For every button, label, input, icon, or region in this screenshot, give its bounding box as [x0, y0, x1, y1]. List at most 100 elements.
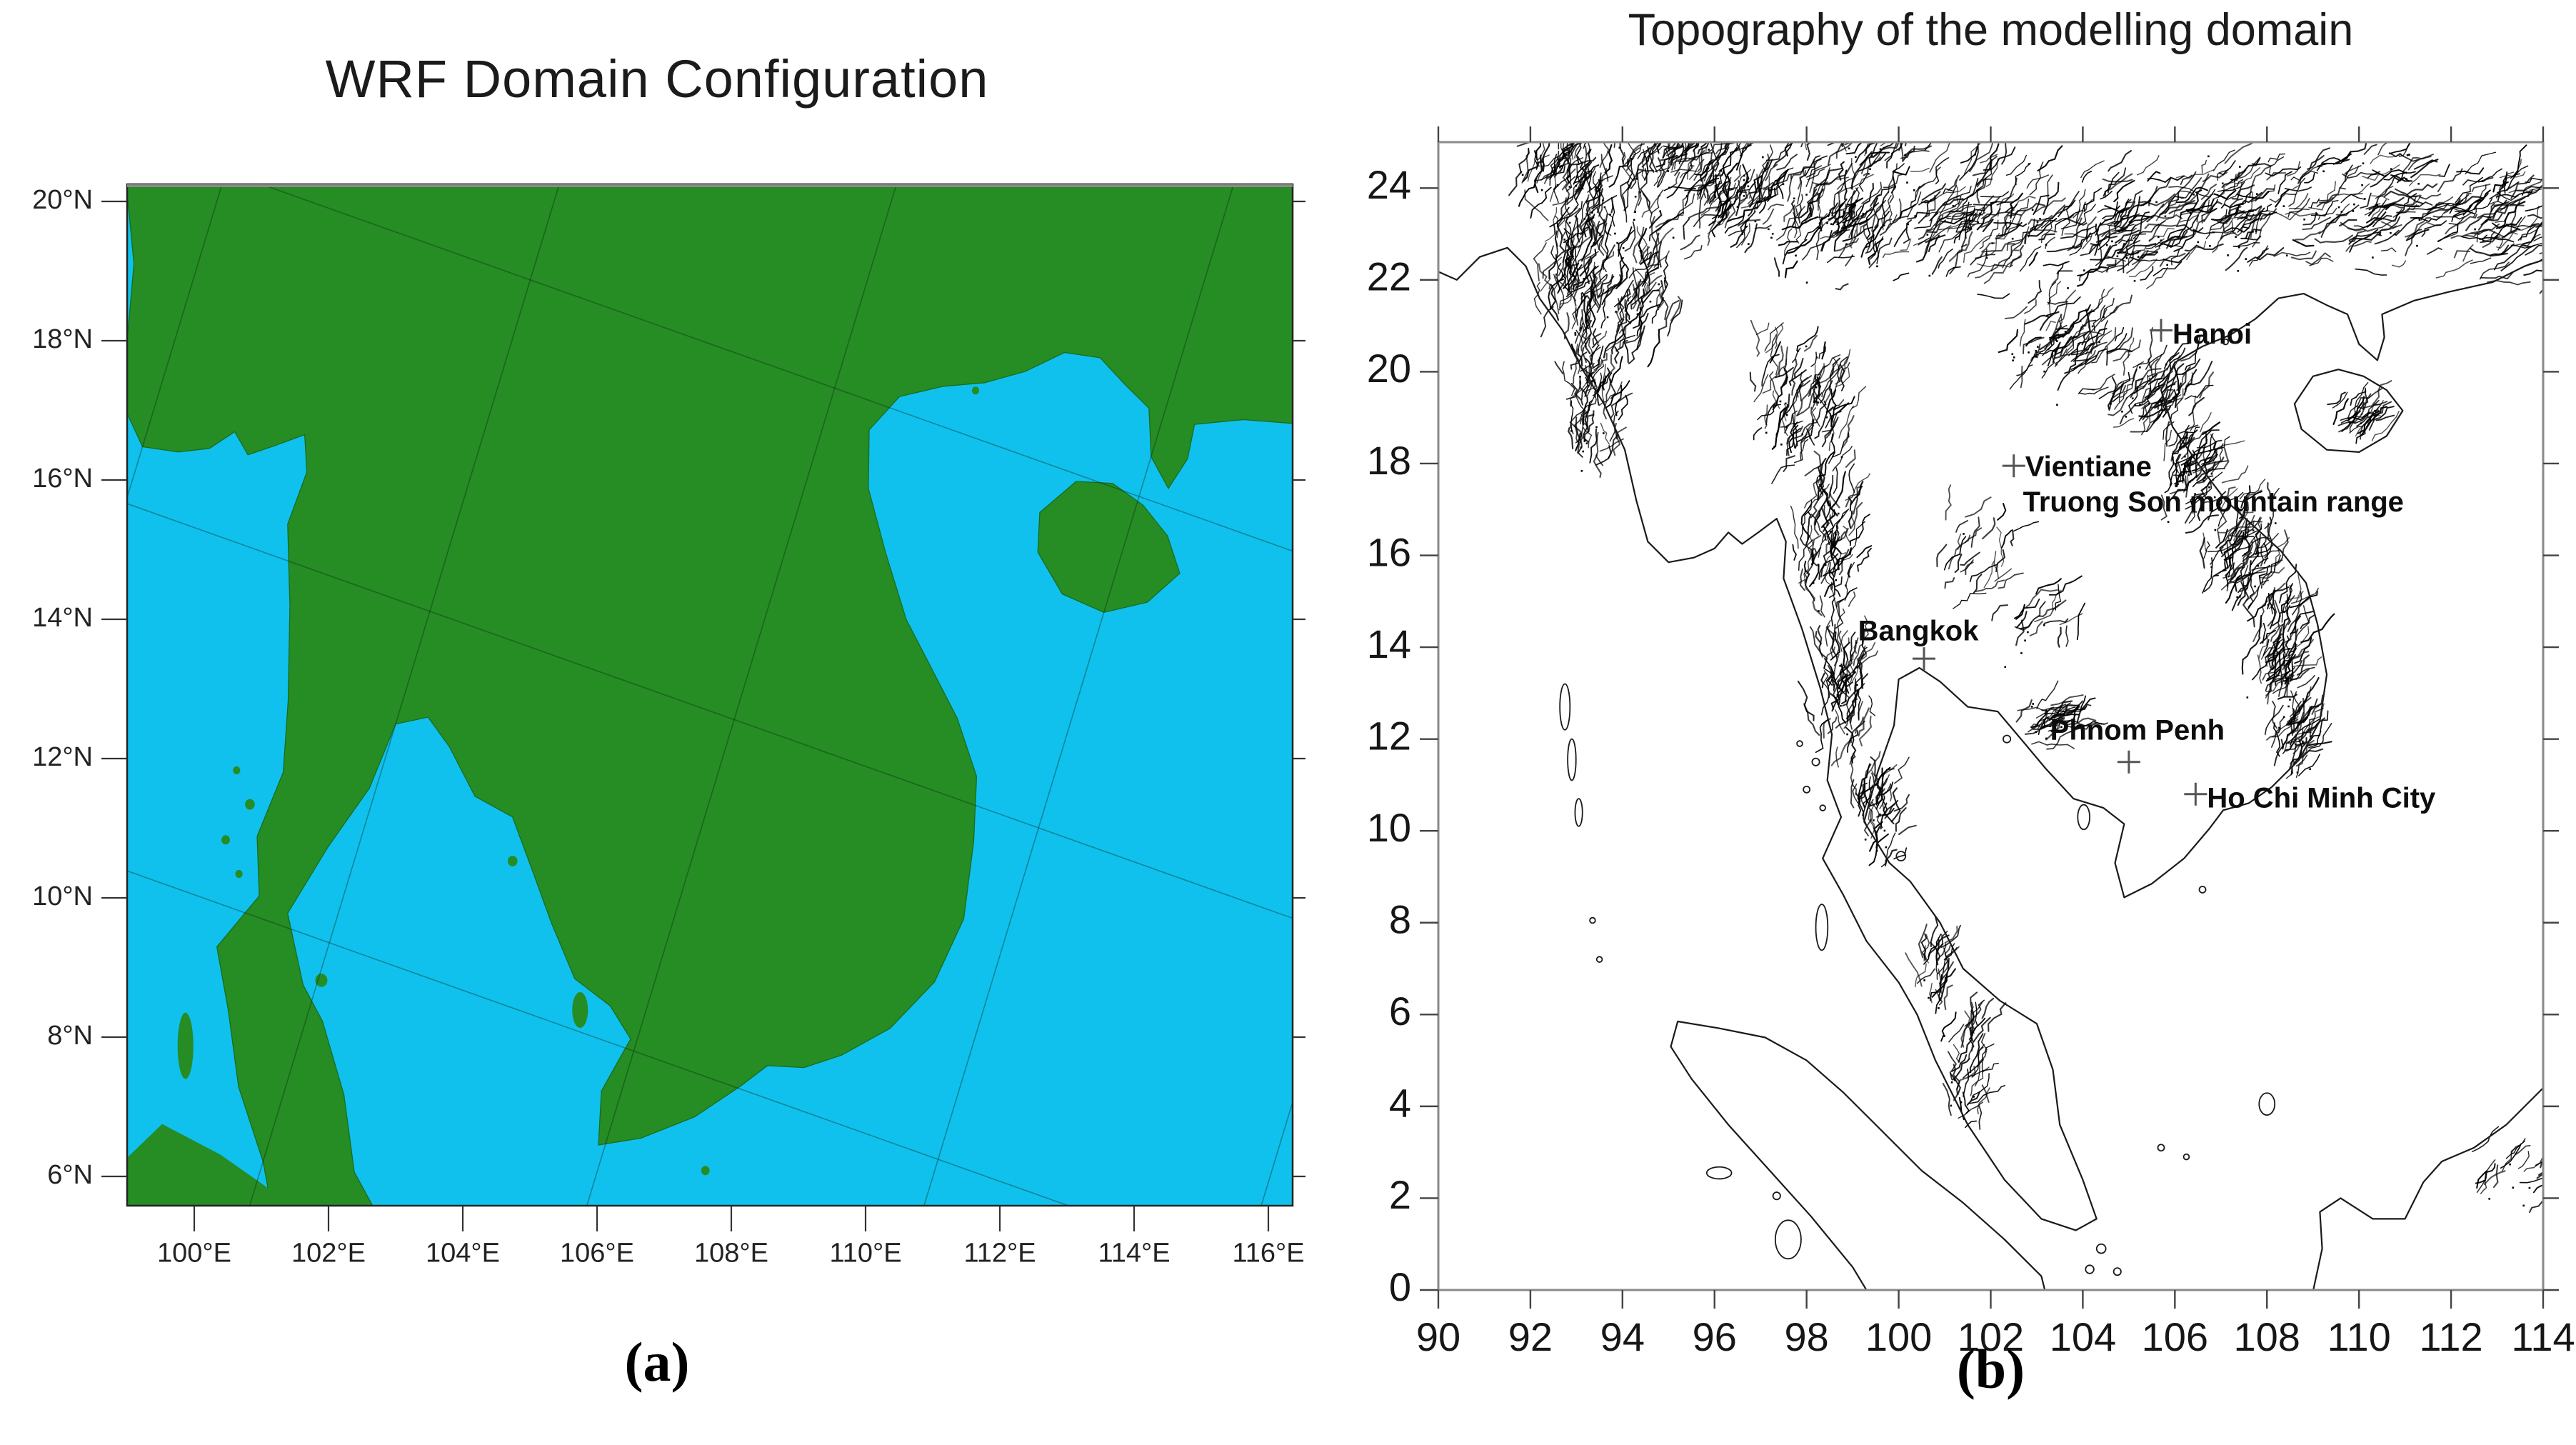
- relief-dot: [2352, 210, 2355, 212]
- relief-stroke: [2140, 399, 2167, 420]
- relief-stroke: [2198, 429, 2220, 448]
- relief-stroke: [1540, 158, 1562, 181]
- relief-stroke: [2230, 529, 2250, 546]
- relief-stroke: [2215, 529, 2228, 549]
- relief-stroke: [2340, 194, 2365, 204]
- relief-stroke: [1860, 628, 1867, 659]
- small-island: [245, 799, 255, 810]
- relief-stroke: [2210, 546, 2224, 565]
- relief-stroke: [1610, 196, 1614, 214]
- relief-stroke: [2028, 280, 2043, 304]
- relief-dot: [1747, 185, 1750, 188]
- relief-stroke: [1918, 221, 1939, 246]
- y-axis-label: 20: [1367, 346, 1411, 391]
- relief-stroke: [1753, 427, 1763, 441]
- relief-stroke: [2247, 592, 2273, 622]
- relief-stroke: [1856, 214, 1865, 236]
- relief-dot: [1950, 1081, 1953, 1084]
- relief-stroke: [1968, 1026, 1975, 1059]
- relief-dot: [2363, 198, 2366, 200]
- relief-stroke: [2283, 668, 2310, 698]
- relief-stroke: [2493, 244, 2531, 271]
- relief-stroke: [1535, 142, 1542, 161]
- relief-stroke: [1733, 164, 1742, 182]
- relief-stroke: [2114, 229, 2140, 244]
- relief-stroke: [2451, 213, 2465, 222]
- relief-stroke: [2213, 174, 2237, 199]
- relief-stroke: [1683, 218, 1690, 240]
- relief-stroke: [1685, 111, 1710, 128]
- relief-stroke: [1804, 466, 1820, 476]
- relief-stroke: [1821, 96, 1826, 119]
- relief-stroke: [1841, 675, 1852, 704]
- relief-stroke: [2266, 586, 2290, 610]
- relief-stroke: [1636, 226, 1648, 257]
- relief-stroke: [1591, 179, 1602, 210]
- relief-stroke: [2285, 642, 2297, 674]
- relief-dot: [1952, 205, 1955, 207]
- relief-stroke: [1940, 1011, 1957, 1042]
- relief-stroke: [1952, 1058, 1970, 1081]
- relief-dot: [1580, 327, 1583, 329]
- relief-stroke: [1764, 404, 1768, 429]
- relief-stroke: [2237, 576, 2250, 594]
- relief-stroke: [2221, 465, 2249, 484]
- relief-stroke: [1941, 945, 1951, 981]
- relief-stroke: [1698, 151, 1713, 191]
- relief-dot: [1730, 139, 1732, 141]
- relief-stroke: [1936, 199, 1963, 223]
- relief-stroke: [2327, 391, 2346, 406]
- relief-stroke: [2081, 171, 2093, 183]
- relief-stroke: [1869, 821, 1883, 852]
- relief-stroke: [2217, 508, 2227, 543]
- relief-stroke: [1604, 144, 1613, 174]
- relief-stroke: [1593, 179, 1603, 206]
- relief-stroke: [1880, 832, 1896, 868]
- relief-stroke: [2407, 154, 2434, 171]
- relief-stroke: [2028, 214, 2053, 225]
- relief-stroke: [1593, 454, 1602, 479]
- relief-stroke: [2060, 209, 2080, 230]
- relief-stroke: [2237, 214, 2255, 221]
- relief-stroke: [1550, 245, 1559, 283]
- relief-stroke: [2151, 367, 2168, 379]
- relief-stroke: [1749, 371, 1757, 392]
- relief-stroke: [2202, 207, 2214, 223]
- relief-stroke: [2028, 251, 2038, 266]
- relief-stroke: [1611, 203, 1615, 227]
- relief-stroke: [1868, 833, 1889, 866]
- relief-stroke: [2133, 357, 2151, 369]
- relief-stroke: [1973, 201, 2014, 206]
- relief-stroke: [1787, 226, 1820, 254]
- relief-stroke: [2287, 701, 2307, 724]
- relief-stroke: [1877, 219, 1893, 235]
- relief-dot: [2190, 501, 2193, 504]
- relief-dot: [2133, 279, 2136, 282]
- relief-stroke: [1574, 405, 1587, 443]
- relief-stroke: [1762, 208, 1775, 225]
- relief-stroke: [2237, 211, 2271, 233]
- relief-stroke: [1910, 167, 1930, 172]
- relief-stroke: [1533, 242, 1547, 281]
- relief-stroke: [1852, 783, 1859, 804]
- relief-stroke: [1977, 293, 2010, 299]
- relief-stroke: [1853, 630, 1865, 666]
- y-axis-label: 14: [1367, 621, 1411, 666]
- relief-stroke: [1831, 361, 1850, 396]
- relief-stroke: [2043, 181, 2060, 215]
- relief-stroke: [1853, 126, 1863, 141]
- relief-dot: [2139, 404, 2141, 406]
- relief-stroke: [1647, 146, 1658, 173]
- relief-stroke: [1670, 296, 1682, 321]
- relief-stroke: [2232, 229, 2262, 248]
- relief-stroke: [1838, 238, 1859, 258]
- relief-stroke: [1945, 484, 1952, 521]
- x-axis-label: 104: [2050, 1314, 2116, 1359]
- x-axis-label: 94: [1600, 1314, 1645, 1359]
- relief-stroke: [1577, 156, 1588, 179]
- relief-dot: [2301, 740, 2304, 743]
- relief-stroke: [2231, 184, 2255, 200]
- relief-dot: [1928, 274, 1931, 277]
- relief-stroke: [1713, 114, 1728, 141]
- relief-stroke: [1892, 166, 1910, 176]
